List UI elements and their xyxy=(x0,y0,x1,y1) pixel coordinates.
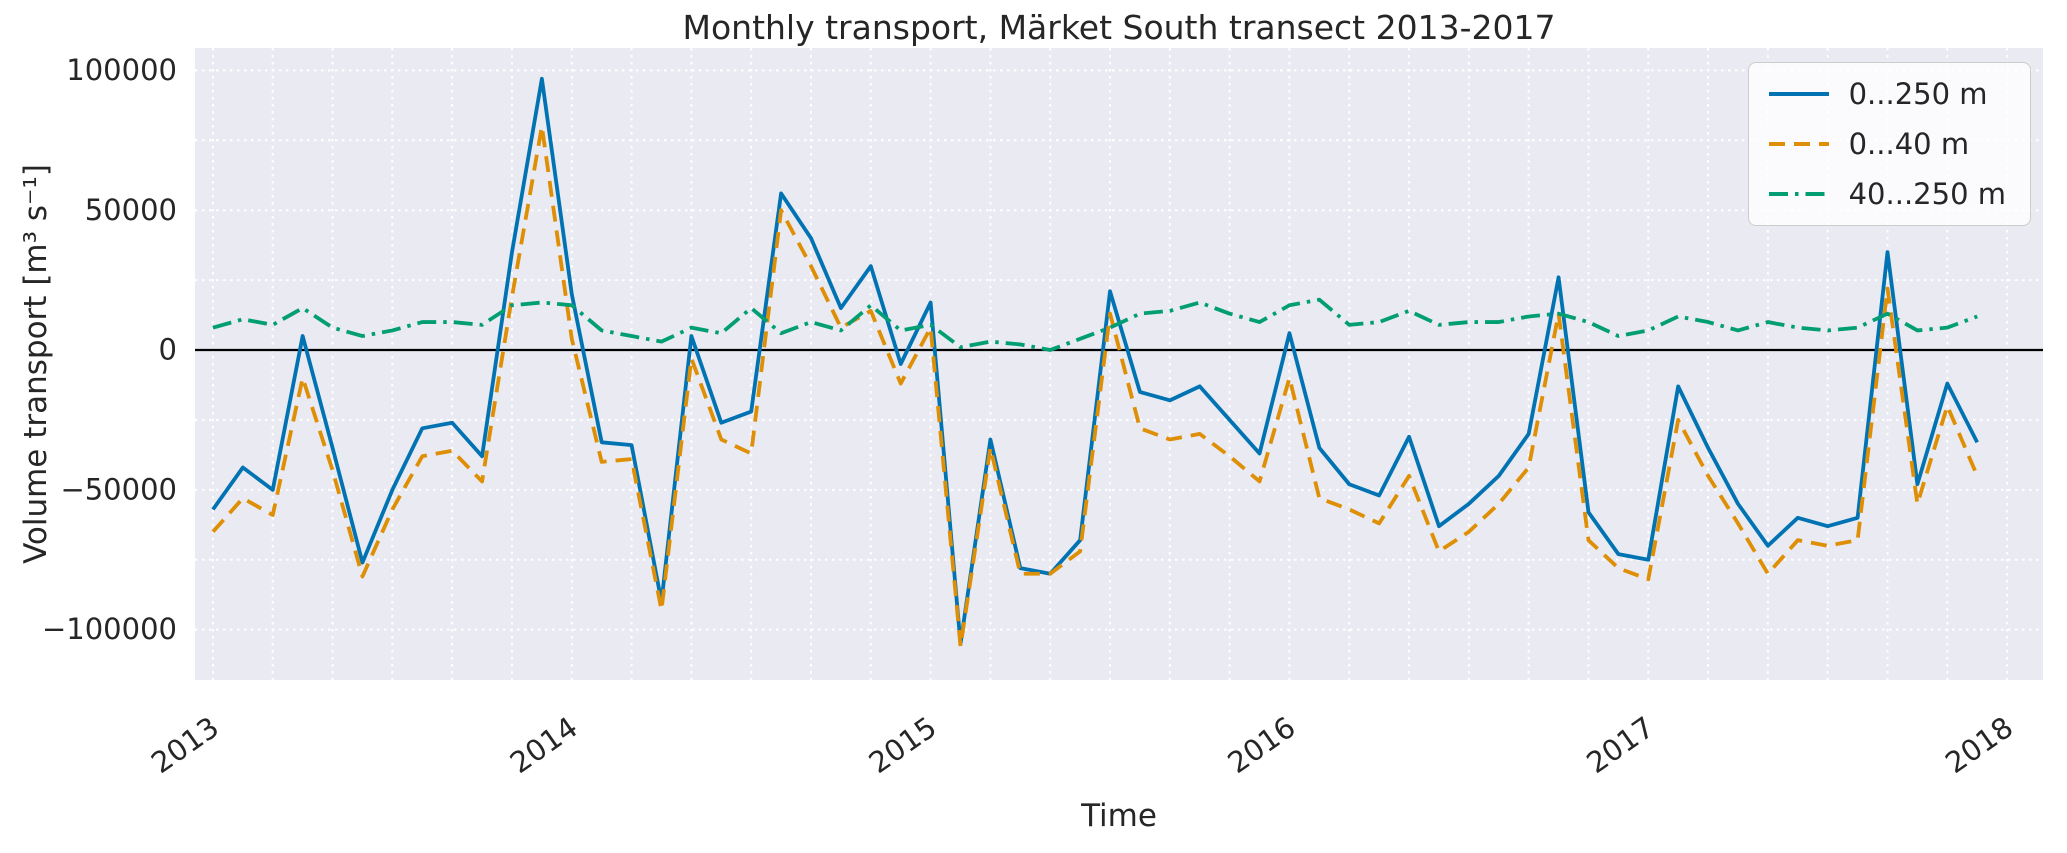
x-tick-label: 2017 xyxy=(1580,710,1660,780)
y-tick-label: 100000 xyxy=(66,53,177,87)
legend-line-sample xyxy=(1768,92,1829,96)
legend-label: 40...250 m xyxy=(1848,177,2006,211)
legend-item-0-250m: 0...250 m xyxy=(1767,77,2006,111)
y-tick-label: −100000 xyxy=(42,612,177,646)
legend-item-0-40m: 0...40 m xyxy=(1767,127,2006,161)
y-tick-label: −50000 xyxy=(60,472,177,506)
legend: 0...250 m 0...40 m 40...250 m xyxy=(1747,62,2031,226)
x-tick-label: 2016 xyxy=(1221,710,1301,780)
series-line-surface xyxy=(211,124,1979,649)
x-tick-label: 2018 xyxy=(1939,710,2019,780)
legend-label: 0...40 m xyxy=(1848,127,1970,161)
legend-line-sample xyxy=(1768,142,1829,146)
y-tick-label: 50000 xyxy=(85,193,177,227)
legend-item-40-250m: 40...250 m xyxy=(1767,177,2006,211)
x-tick-label: 2014 xyxy=(504,710,584,780)
x-tick-label: 2013 xyxy=(145,710,225,780)
y-tick-label: 0 xyxy=(159,333,177,367)
series-line-total xyxy=(211,76,1979,646)
legend-label: 0...250 m xyxy=(1848,77,1988,111)
x-axis-label: Time xyxy=(1081,798,1157,834)
x-tick-label: 2015 xyxy=(863,710,943,780)
legend-line-sample xyxy=(1768,192,1829,196)
y-axis-label: Volume transport [m³ s⁻¹] xyxy=(18,164,54,564)
chart-title: Monthly transport, Märket South transect… xyxy=(682,8,1556,47)
